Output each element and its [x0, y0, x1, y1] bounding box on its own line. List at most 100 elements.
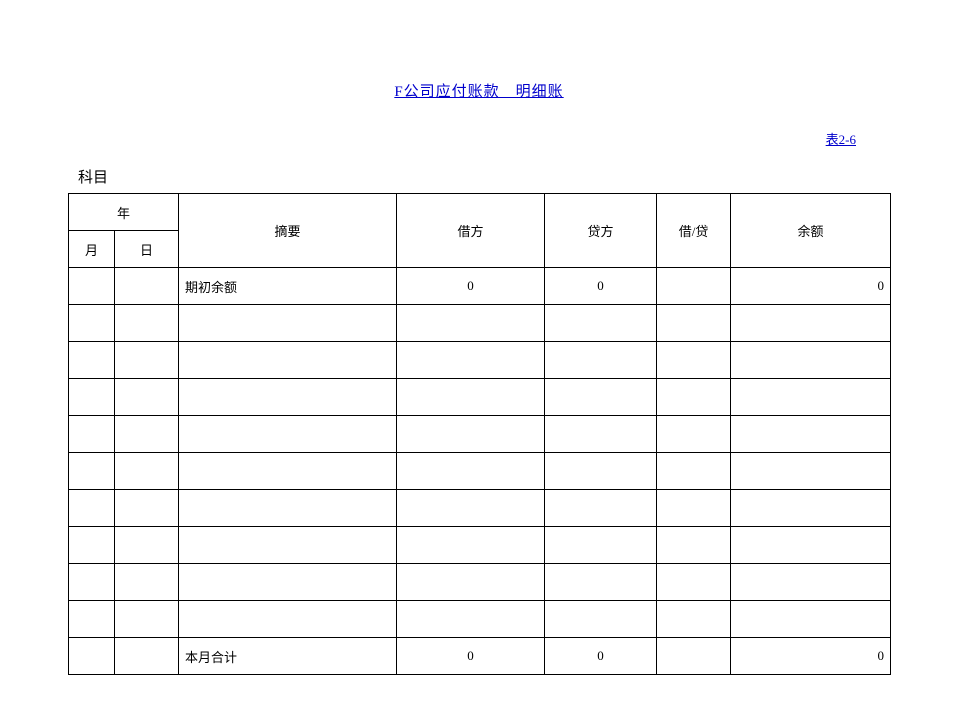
table-row	[69, 379, 891, 416]
cell-debit	[397, 527, 545, 564]
cell-balance	[731, 342, 891, 379]
cell-credit	[545, 305, 657, 342]
cell-balance	[731, 453, 891, 490]
cell-month	[69, 490, 115, 527]
header-row-1: 年 摘要 借方 贷方 借/贷 余额	[69, 194, 891, 231]
cell-summary	[179, 527, 397, 564]
cell-summary: 本月合计	[179, 638, 397, 675]
cell-day	[115, 305, 179, 342]
cell-day	[115, 638, 179, 675]
cell-credit	[545, 379, 657, 416]
cell-day	[115, 268, 179, 305]
cell-summary	[179, 490, 397, 527]
cell-dc-flag	[657, 564, 731, 601]
cell-debit	[397, 342, 545, 379]
cell-debit	[397, 490, 545, 527]
cell-debit	[397, 601, 545, 638]
cell-day	[115, 490, 179, 527]
document-page: F公司应付账款 明细账 表2-6 科目 年 摘要 借方 贷方 借/贷	[0, 0, 958, 675]
cell-dc-flag	[657, 453, 731, 490]
table-row	[69, 453, 891, 490]
cell-month	[69, 416, 115, 453]
ledger-table: 年 摘要 借方 贷方 借/贷 余额 月 日 期初余额 0	[68, 193, 891, 675]
col-header-balance: 余额	[731, 194, 891, 268]
cell-day	[115, 379, 179, 416]
ledger-table-head: 年 摘要 借方 贷方 借/贷 余额 月 日	[69, 194, 891, 268]
cell-credit	[545, 342, 657, 379]
cell-month	[69, 342, 115, 379]
cell-balance: 0	[731, 638, 891, 675]
cell-balance: 0	[731, 268, 891, 305]
cell-debit	[397, 564, 545, 601]
table-row: 期初余额 0 0 0	[69, 268, 891, 305]
cell-summary: 期初余额	[179, 268, 397, 305]
cell-summary	[179, 305, 397, 342]
cell-balance	[731, 416, 891, 453]
table-row	[69, 342, 891, 379]
table-row	[69, 527, 891, 564]
cell-balance	[731, 305, 891, 342]
col-header-year: 年	[69, 194, 179, 231]
cell-day	[115, 453, 179, 490]
cell-dc-flag	[657, 601, 731, 638]
col-header-month: 月	[69, 231, 115, 268]
cell-month	[69, 527, 115, 564]
ledger-container: 年 摘要 借方 贷方 借/贷 余额 月 日 期初余额 0	[0, 193, 958, 675]
cell-credit	[545, 490, 657, 527]
cell-day	[115, 601, 179, 638]
cell-month	[69, 268, 115, 305]
table-row	[69, 490, 891, 527]
table-row: 本月合计 0 0 0	[69, 638, 891, 675]
cell-credit	[545, 564, 657, 601]
cell-credit: 0	[545, 268, 657, 305]
cell-dc-flag	[657, 342, 731, 379]
table-row	[69, 564, 891, 601]
cell-month	[69, 564, 115, 601]
cell-dc-flag	[657, 305, 731, 342]
cell-balance	[731, 379, 891, 416]
cell-debit	[397, 416, 545, 453]
cell-dc-flag	[657, 527, 731, 564]
ledger-table-body: 期初余额 0 0 0	[69, 268, 891, 675]
subject-label: 科目	[0, 166, 958, 187]
cell-credit	[545, 416, 657, 453]
cell-month	[69, 305, 115, 342]
cell-debit	[397, 379, 545, 416]
cell-day	[115, 342, 179, 379]
cell-dc-flag	[657, 490, 731, 527]
cell-dc-flag	[657, 268, 731, 305]
cell-credit	[545, 601, 657, 638]
cell-balance	[731, 490, 891, 527]
cell-dc-flag	[657, 638, 731, 675]
table-row	[69, 305, 891, 342]
col-header-dc-flag: 借/贷	[657, 194, 731, 268]
cell-summary	[179, 416, 397, 453]
cell-summary	[179, 379, 397, 416]
cell-credit	[545, 527, 657, 564]
cell-debit	[397, 305, 545, 342]
cell-debit: 0	[397, 268, 545, 305]
table-row	[69, 416, 891, 453]
cell-debit	[397, 453, 545, 490]
col-header-summary: 摘要	[179, 194, 397, 268]
cell-summary	[179, 564, 397, 601]
cell-summary	[179, 453, 397, 490]
cell-month	[69, 379, 115, 416]
cell-dc-flag	[657, 416, 731, 453]
cell-day	[115, 416, 179, 453]
table-number-label: 表2-6	[0, 129, 958, 148]
cell-balance	[731, 564, 891, 601]
cell-balance	[731, 527, 891, 564]
cell-credit: 0	[545, 638, 657, 675]
cell-summary	[179, 601, 397, 638]
table-row	[69, 601, 891, 638]
cell-month	[69, 453, 115, 490]
cell-month	[69, 601, 115, 638]
page-title: F公司应付账款 明细账	[0, 80, 958, 101]
cell-credit	[545, 453, 657, 490]
cell-debit: 0	[397, 638, 545, 675]
cell-balance	[731, 601, 891, 638]
col-header-credit: 贷方	[545, 194, 657, 268]
cell-summary	[179, 342, 397, 379]
cell-dc-flag	[657, 379, 731, 416]
